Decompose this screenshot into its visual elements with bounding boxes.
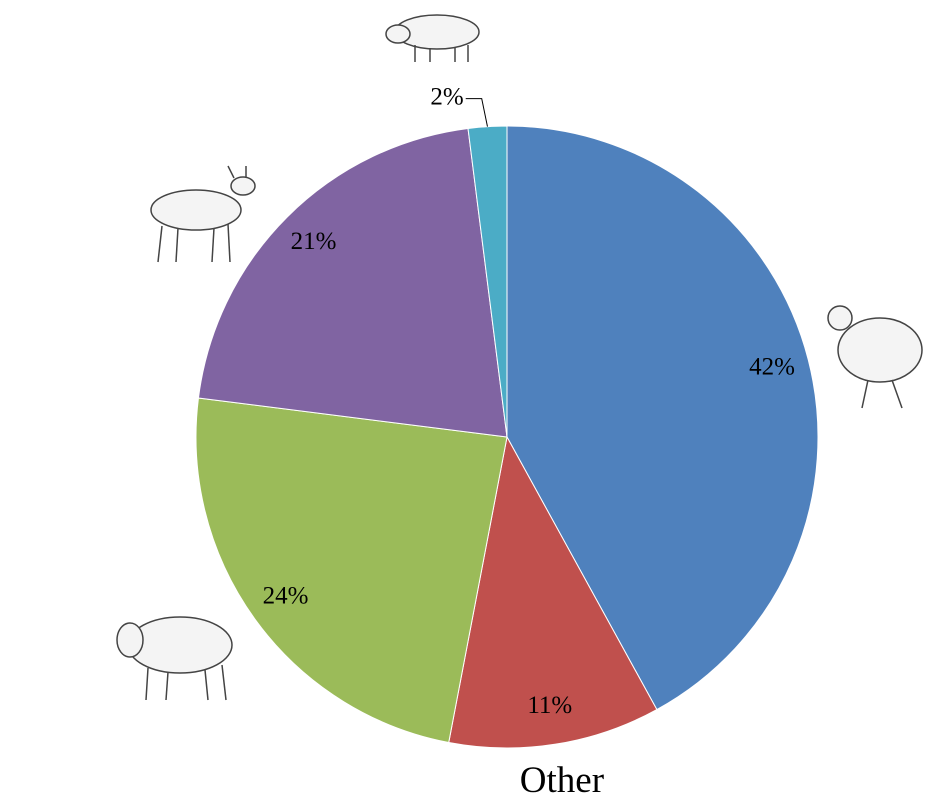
chicken-icon (827, 305, 923, 409)
pie-slice (506, 125, 819, 711)
value-label: 24% (263, 583, 309, 610)
category-label: Other (520, 760, 604, 801)
cow-icon (116, 616, 233, 701)
pie-slice (195, 397, 508, 744)
leader-line (465, 98, 488, 127)
goat-icon (150, 165, 256, 263)
pie-slice (448, 435, 658, 749)
pie-slice (197, 127, 508, 438)
pig-icon (385, 14, 480, 62)
value-label: 2% (430, 83, 463, 110)
value-label: 42% (749, 354, 795, 381)
value-label: 21% (291, 228, 337, 255)
value-label: 11% (527, 692, 572, 719)
